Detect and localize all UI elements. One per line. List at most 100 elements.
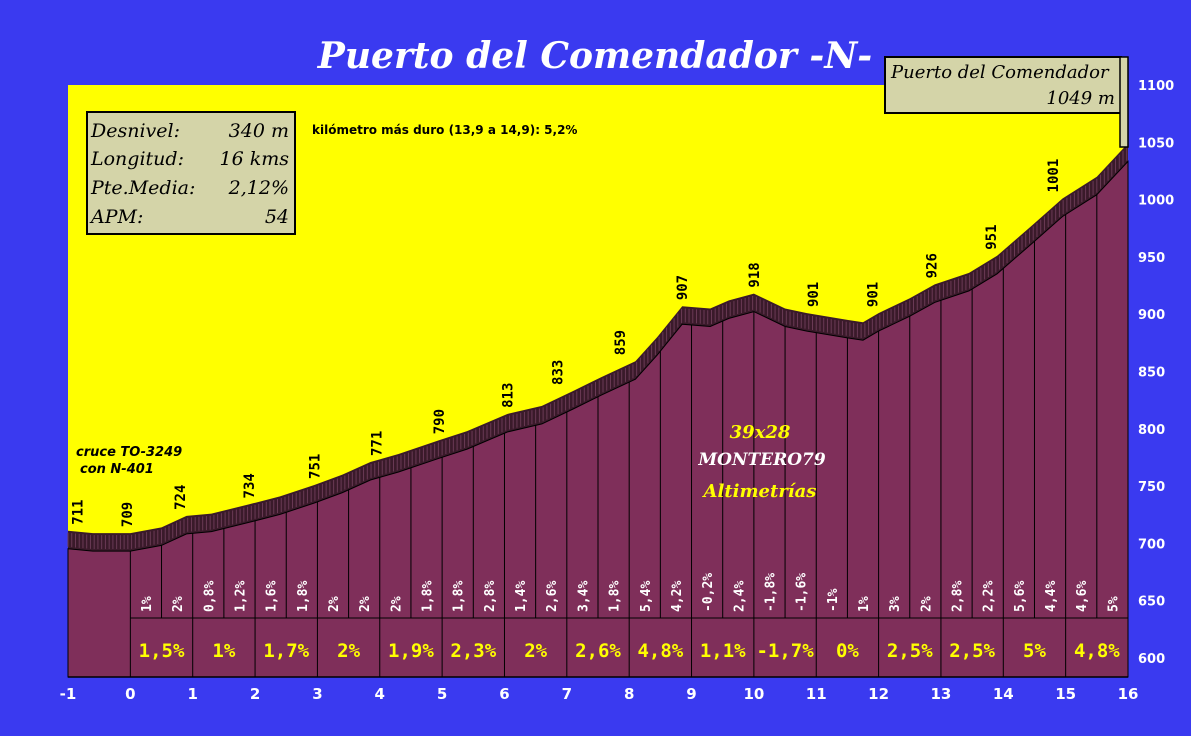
summit-name: Puerto del Comendador xyxy=(890,62,1110,83)
elevation-label: 901 xyxy=(865,282,881,307)
km-grade-label: 2% xyxy=(358,596,373,612)
segment-grade-label: 1,7% xyxy=(263,640,309,662)
segment-grade-label: 2,5% xyxy=(887,640,933,662)
stat-value-longitud: 16 kms xyxy=(220,148,290,170)
elevation-label: 724 xyxy=(173,485,189,510)
plot-area: 1% 2% 0,8% 1,2% 1,6% 1,8% 2% 2% 2% 1,8% 1,8% 2,8% 1,… xyxy=(67,85,1129,678)
km-grade-label: 2% xyxy=(171,596,186,612)
segment-grade-label: 2% xyxy=(524,640,547,662)
x-tick-label: 13 xyxy=(931,685,952,703)
segment-grade-label: 1% xyxy=(212,640,235,662)
elevation-label: 907 xyxy=(675,275,691,300)
segment-grade-label: 5% xyxy=(1023,640,1046,662)
segment-grade-label: 2% xyxy=(337,640,360,662)
segment-grade-label: 2,3% xyxy=(450,640,496,662)
stats-box-frame xyxy=(86,111,296,235)
x-tick-label: 7 xyxy=(562,685,572,703)
y-tick-label: 900 xyxy=(1138,308,1165,323)
km-grade-label: 2% xyxy=(919,596,934,612)
x-tick-label: 1 xyxy=(187,685,197,703)
y-tick-label: 800 xyxy=(1138,423,1165,438)
km-grade-label: 3% xyxy=(888,596,903,612)
y-tick-label: 850 xyxy=(1138,366,1165,381)
km-grade-label: 1,6% xyxy=(265,581,280,612)
km-grade-label: 3,4% xyxy=(576,581,591,612)
elevation-label: 711 xyxy=(70,499,86,524)
km-grade-label: 1,8% xyxy=(421,581,436,612)
elevation-label: 918 xyxy=(747,262,763,287)
y-tick-label: 1000 xyxy=(1138,194,1174,209)
km-grade-label: 1,8% xyxy=(452,581,467,612)
km-grade-label: -0,2% xyxy=(701,573,716,612)
segment-grade-label: 4,8% xyxy=(1074,640,1120,662)
segment-grade-label: 1,5% xyxy=(139,640,185,662)
km-grade-label: -1,6% xyxy=(795,573,810,612)
y-tick-label: 600 xyxy=(1138,652,1165,667)
hardest-km-note: kilómetro más duro (13,9 a 14,9): 5,2% xyxy=(312,123,577,137)
segment-grade-label: 2,5% xyxy=(949,640,995,662)
km-grade-label: 1% xyxy=(140,596,155,612)
km-grade-label: 2,6% xyxy=(545,581,560,612)
x-tick-label: 4 xyxy=(375,685,385,703)
x-tick-label: 12 xyxy=(868,685,889,703)
km-grade-label: 1% xyxy=(857,596,872,612)
summit-box: Puerto del Comendador 1049 m xyxy=(884,56,1129,148)
elevation-label: 771 xyxy=(370,431,386,456)
elevation-label: 951 xyxy=(984,224,1000,249)
y-tick-label: 1100 xyxy=(1138,79,1174,94)
x-tick-label: 11 xyxy=(806,685,827,703)
x-tick-label: 16 xyxy=(1118,685,1139,703)
km-grade-label: 2,4% xyxy=(732,581,747,612)
x-tick-label: 5 xyxy=(437,685,447,703)
elevation-label: 734 xyxy=(242,473,258,498)
x-tick-label: -1 xyxy=(60,685,77,703)
x-tick-label: 9 xyxy=(686,685,696,703)
km-grade-label: 2% xyxy=(389,596,404,612)
stat-label-apm: APM: xyxy=(89,206,143,228)
km-grade-label: 0,8% xyxy=(202,581,217,612)
y-axis: 600 650 700 750 800 850 900 950 1000 1050 1100 xyxy=(1138,79,1174,667)
segment-grade-label: 1,9% xyxy=(388,640,434,662)
x-tick-label: 6 xyxy=(499,685,509,703)
stats-box: Desnivel: 340 m Longitud: 16 kms Pte.Med… xyxy=(86,111,296,235)
km-grade-label: 5% xyxy=(1106,596,1121,612)
km-grade-label: 1,4% xyxy=(514,581,529,612)
stat-value-apm: 54 xyxy=(265,206,289,228)
y-tick-label: 750 xyxy=(1138,480,1165,495)
y-tick-label: 650 xyxy=(1138,595,1165,610)
x-tick-label: 3 xyxy=(312,685,322,703)
elevation-label: 1001 xyxy=(1046,159,1062,193)
km-grade-label: 5,4% xyxy=(639,581,654,612)
credit-site: Altimetrías xyxy=(702,481,817,502)
x-tick-label: 15 xyxy=(1055,685,1076,703)
elevation-label: 751 xyxy=(307,454,323,479)
stat-label-media: Pte.Media: xyxy=(90,177,195,199)
y-tick-label: 700 xyxy=(1138,537,1165,552)
elevation-label: 709 xyxy=(120,502,136,527)
km-grade-label: 2,8% xyxy=(483,581,498,612)
summit-marker-post xyxy=(1119,56,1129,148)
km-grade-label: 2% xyxy=(327,596,342,612)
km-grade-label: 4,4% xyxy=(1044,581,1059,612)
junction-line1: cruce TO-3249 xyxy=(76,445,182,460)
x-tick-label: 2 xyxy=(250,685,260,703)
km-grade-label: 2,2% xyxy=(982,581,997,612)
stat-label-desnivel: Desnivel: xyxy=(90,120,180,142)
elevation-label: 833 xyxy=(550,360,566,385)
credit-author: MONTERO79 xyxy=(697,450,826,470)
segment-grade-label: 1,1% xyxy=(700,640,746,662)
km-grade-label: 4,2% xyxy=(670,581,685,612)
y-tick-label: 1050 xyxy=(1138,136,1174,151)
km-grade-label: 1,8% xyxy=(296,581,311,612)
segment-grade-label: -1,7% xyxy=(756,640,814,662)
km-grade-label: 1,8% xyxy=(608,581,623,612)
elevation-label: 790 xyxy=(432,409,448,434)
stat-label-longitud: Longitud: xyxy=(90,148,184,170)
summit-box-frame xyxy=(884,56,1122,114)
credit-gear: 39x28 xyxy=(730,422,791,443)
x-tick-label: 14 xyxy=(993,685,1014,703)
stat-value-media: 2,12% xyxy=(228,177,289,199)
x-tick-label: 8 xyxy=(624,685,634,703)
junction-line2: con N-401 xyxy=(80,462,154,477)
